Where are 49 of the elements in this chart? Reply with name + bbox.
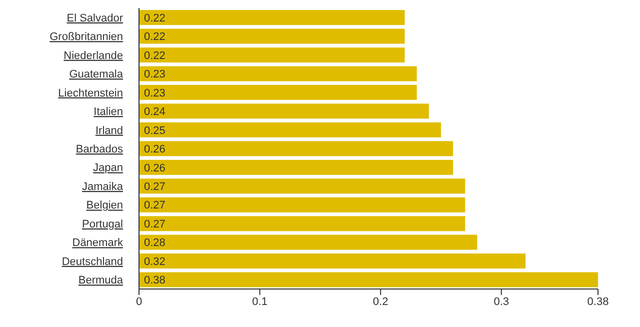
bar [139, 160, 454, 175]
y-tick-label: Barbados [76, 144, 124, 156]
y-tick-label: Liechtenstein [58, 87, 123, 100]
x-tick-label: 0.2 [372, 296, 388, 308]
bar [139, 10, 405, 25]
x-tick-label: 0.38 [587, 296, 609, 308]
y-tick-label: Guatemala [69, 68, 124, 81]
data-label: 0.32 [144, 256, 166, 268]
y-tick-label: Portugal [82, 218, 123, 230]
y-tick-label: Belgien [86, 200, 123, 212]
y-tick-label: El Salvador [66, 12, 124, 24]
data-label: 0.24 [144, 106, 166, 118]
data-label: 0.27 [144, 200, 166, 212]
data-label: 0.22 [144, 50, 166, 62]
data-label: 0.28 [144, 237, 166, 250]
data-label: 0.26 [144, 144, 166, 156]
y-tick-label: Deutschland [62, 256, 123, 268]
data-label: 0.22 [144, 12, 166, 24]
data-label: 0.38 [144, 274, 166, 287]
bar [139, 178, 466, 194]
y-tick-label: Italien [94, 106, 123, 118]
y-tick-label: Großbritannien [50, 31, 123, 44]
bar [139, 254, 526, 269]
y-tick-label: Irland [95, 124, 123, 137]
x-tick-label: 0 [136, 296, 142, 308]
bar [139, 122, 441, 138]
y-tick-label: Niederlande [64, 50, 123, 62]
bar [139, 216, 466, 232]
data-label: 0.25 [144, 124, 166, 137]
bar [139, 234, 478, 250]
y-tick-label: Japan [93, 162, 123, 174]
y-tick-label: Dänemark [72, 237, 124, 250]
data-label: 0.27 [144, 218, 166, 230]
y-tick-label: Bermuda [78, 274, 124, 287]
data-label: 0.27 [144, 181, 166, 194]
x-tick-label: 0.3 [494, 296, 510, 308]
data-label: 0.23 [144, 87, 166, 100]
data-label: 0.22 [144, 31, 166, 44]
bar [139, 47, 405, 62]
y-tick-label: Jamaika [82, 180, 124, 193]
x-tick-label: 0.1 [252, 296, 268, 308]
bar [139, 197, 466, 212]
bar [139, 28, 405, 44]
data-label: 0.23 [144, 68, 166, 81]
bar [139, 141, 454, 156]
data-label: 0.26 [144, 162, 166, 174]
bar [139, 84, 417, 100]
bar [139, 66, 417, 82]
bar [139, 104, 429, 119]
